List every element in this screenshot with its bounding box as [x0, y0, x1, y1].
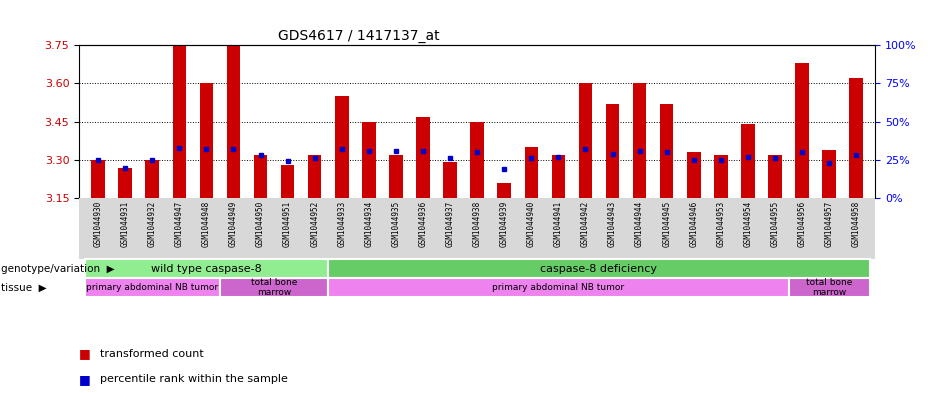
Bar: [606, 104, 619, 198]
Text: total bone
marrow: total bone marrow: [806, 278, 852, 297]
Text: wild type caspase-8: wild type caspase-8: [151, 264, 262, 274]
Bar: [335, 96, 348, 198]
Text: GSM1044934: GSM1044934: [364, 201, 373, 248]
Bar: [226, 45, 240, 198]
Bar: [660, 104, 673, 198]
Bar: [389, 155, 403, 198]
Bar: [714, 155, 728, 198]
Bar: [308, 155, 321, 198]
Text: GDS4617 / 1417137_at: GDS4617 / 1417137_at: [278, 29, 439, 43]
Bar: [849, 78, 863, 198]
Bar: [579, 83, 592, 198]
Text: GSM1044945: GSM1044945: [662, 201, 671, 248]
Text: GSM1044931: GSM1044931: [121, 201, 129, 248]
Text: GSM1044933: GSM1044933: [337, 201, 346, 248]
Text: GSM1044950: GSM1044950: [256, 201, 265, 248]
Bar: [118, 167, 132, 198]
Text: total bone
marrow: total bone marrow: [250, 278, 297, 297]
Text: GSM1044954: GSM1044954: [743, 201, 752, 248]
Bar: [416, 117, 430, 198]
Text: GSM1044957: GSM1044957: [825, 201, 833, 248]
Text: GSM1044935: GSM1044935: [391, 201, 400, 248]
Text: tissue  ▶: tissue ▶: [1, 282, 47, 292]
Text: GSM1044948: GSM1044948: [202, 201, 211, 248]
Bar: [329, 259, 870, 278]
Text: caspase-8 deficiency: caspase-8 deficiency: [541, 264, 657, 274]
Bar: [362, 122, 375, 198]
Text: ■: ■: [79, 373, 91, 386]
Bar: [497, 183, 511, 198]
Text: GSM1044937: GSM1044937: [446, 201, 454, 248]
Text: GSM1044956: GSM1044956: [798, 201, 806, 248]
Text: GSM1044941: GSM1044941: [554, 201, 563, 248]
Text: transformed count: transformed count: [100, 349, 203, 359]
Text: percentile rank within the sample: percentile rank within the sample: [100, 374, 288, 384]
Text: GSM1044930: GSM1044930: [94, 201, 102, 248]
Bar: [524, 147, 538, 198]
Bar: [470, 122, 484, 198]
Text: GSM1044944: GSM1044944: [635, 201, 644, 248]
Text: GSM1044951: GSM1044951: [283, 201, 292, 248]
Bar: [172, 45, 186, 198]
Text: GSM1044946: GSM1044946: [689, 201, 698, 248]
Bar: [741, 124, 755, 198]
Text: ■: ■: [79, 347, 91, 360]
Text: GSM1044940: GSM1044940: [527, 201, 535, 248]
Text: GSM1044936: GSM1044936: [419, 201, 427, 248]
Text: GSM1044955: GSM1044955: [771, 201, 779, 248]
Text: primary abdominal NB tumor: primary abdominal NB tumor: [87, 283, 218, 292]
Bar: [254, 155, 267, 198]
Bar: [795, 63, 809, 198]
Text: GSM1044947: GSM1044947: [175, 201, 183, 248]
Text: primary abdominal NB tumor: primary abdominal NB tumor: [492, 283, 625, 292]
Text: GSM1044952: GSM1044952: [310, 201, 319, 248]
Bar: [789, 278, 870, 297]
Text: GSM1044953: GSM1044953: [716, 201, 725, 248]
Bar: [687, 152, 700, 198]
Bar: [220, 278, 329, 297]
Bar: [91, 160, 105, 198]
Text: GSM1044938: GSM1044938: [473, 201, 481, 248]
Text: genotype/variation  ▶: genotype/variation ▶: [1, 264, 115, 274]
Bar: [633, 83, 646, 198]
Bar: [85, 278, 220, 297]
Bar: [443, 162, 457, 198]
Text: GSM1044943: GSM1044943: [608, 201, 617, 248]
Text: GSM1044958: GSM1044958: [852, 201, 860, 248]
Bar: [281, 165, 294, 198]
Text: GSM1044939: GSM1044939: [500, 201, 508, 248]
Bar: [145, 160, 159, 198]
Bar: [329, 278, 789, 297]
Bar: [85, 259, 329, 278]
Text: GSM1044949: GSM1044949: [229, 201, 238, 248]
Bar: [551, 155, 565, 198]
Bar: [822, 150, 836, 198]
Text: GSM1044932: GSM1044932: [148, 201, 156, 248]
Bar: [768, 155, 782, 198]
Bar: [199, 83, 213, 198]
Text: GSM1044942: GSM1044942: [581, 201, 590, 248]
